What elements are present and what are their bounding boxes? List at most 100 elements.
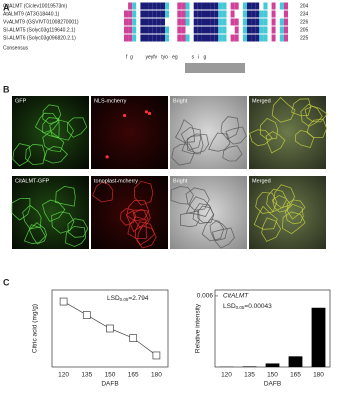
residue-block bbox=[288, 34, 293, 42]
residue-block bbox=[218, 18, 223, 26]
residue-block bbox=[177, 26, 182, 34]
residue-block bbox=[124, 18, 129, 26]
residue-block bbox=[148, 26, 153, 34]
residue-block bbox=[255, 10, 260, 18]
cell-outline bbox=[179, 210, 200, 228]
sequence-end: 204 bbox=[300, 3, 309, 9]
residue-block bbox=[181, 2, 186, 10]
residue-block bbox=[148, 2, 153, 10]
image-label: Merged bbox=[252, 178, 271, 184]
marker bbox=[152, 351, 161, 360]
cell-outline bbox=[208, 132, 231, 152]
residue-block bbox=[288, 2, 293, 10]
micrograph bbox=[91, 96, 168, 169]
residue-block bbox=[173, 34, 178, 42]
cell-outline bbox=[271, 194, 292, 213]
cell-outline bbox=[185, 187, 210, 211]
residue-block bbox=[193, 18, 198, 26]
image-label: tonoplast-mcherry bbox=[94, 178, 138, 184]
residue-block bbox=[173, 10, 178, 18]
residue-block bbox=[230, 18, 235, 26]
x-tick-label: 165 bbox=[290, 372, 301, 379]
residue-block bbox=[201, 34, 206, 42]
residue-block bbox=[169, 2, 174, 10]
residue-block bbox=[279, 26, 284, 34]
residue-block bbox=[201, 18, 206, 26]
micrograph bbox=[170, 96, 247, 169]
cell-outline bbox=[55, 185, 76, 207]
residue-block bbox=[165, 34, 170, 42]
residue-block bbox=[210, 2, 215, 10]
cell-outline bbox=[42, 199, 66, 222]
residue-block bbox=[201, 10, 206, 18]
residue-block bbox=[177, 18, 182, 26]
residue-block bbox=[218, 2, 223, 10]
residue-block bbox=[144, 2, 149, 10]
residue-block bbox=[132, 34, 137, 42]
residue-block bbox=[218, 26, 223, 34]
residue-block bbox=[230, 26, 235, 34]
micrograph bbox=[249, 96, 326, 169]
cell-outline bbox=[65, 226, 87, 247]
residue-block bbox=[189, 2, 194, 10]
residue-block bbox=[222, 10, 227, 18]
image-label: NLS-mcherry bbox=[94, 98, 127, 104]
x-tick-label: 135 bbox=[244, 372, 255, 379]
residue-block bbox=[177, 2, 182, 10]
image-label: Bright bbox=[173, 178, 188, 184]
sequence-end: 225 bbox=[300, 35, 309, 41]
residue-block bbox=[242, 34, 247, 42]
residue-block bbox=[144, 18, 149, 26]
residue-block bbox=[271, 2, 276, 10]
residue-block bbox=[242, 26, 247, 34]
residue-block bbox=[279, 10, 284, 18]
micrograph bbox=[12, 176, 89, 249]
cell-outline bbox=[294, 129, 315, 148]
residue-block bbox=[263, 10, 268, 18]
residue-block bbox=[279, 2, 284, 10]
residue-block bbox=[128, 34, 133, 42]
residue-block bbox=[193, 34, 198, 42]
residue-block bbox=[144, 34, 149, 42]
residue-block bbox=[283, 18, 288, 26]
bar bbox=[265, 363, 280, 367]
cell-outline bbox=[29, 222, 47, 245]
x-tick-label: 150 bbox=[105, 372, 116, 379]
cell-outline bbox=[137, 225, 157, 249]
residue-block bbox=[234, 26, 239, 34]
residue-block bbox=[197, 34, 202, 42]
annotation: LSD0.05=2.794 bbox=[107, 295, 149, 302]
sequence-end: 234 bbox=[300, 11, 309, 17]
cell-outline bbox=[265, 131, 286, 154]
residue-block bbox=[247, 26, 252, 34]
residue-block bbox=[193, 2, 198, 10]
residue-block bbox=[140, 2, 145, 10]
cell-outline bbox=[92, 181, 114, 203]
residue-block bbox=[247, 10, 252, 18]
residue-block bbox=[267, 10, 272, 18]
residue-block bbox=[206, 10, 211, 18]
residue-block bbox=[173, 2, 178, 10]
panel-label: A bbox=[3, 2, 10, 12]
micrograph bbox=[12, 96, 89, 169]
residue-block bbox=[234, 10, 239, 18]
residue-block bbox=[288, 26, 293, 34]
residue-block bbox=[136, 18, 141, 26]
residue-block bbox=[169, 34, 174, 42]
residue-block bbox=[263, 18, 268, 26]
residue-block bbox=[206, 26, 211, 34]
residue-block bbox=[267, 34, 272, 42]
x-axis-label: DAFB bbox=[264, 381, 281, 388]
residue-block bbox=[124, 2, 129, 10]
sequence-name: AtALMT9 (AT3G18440.1) bbox=[3, 11, 60, 17]
residue-block bbox=[156, 10, 161, 18]
annotation-part: LSD bbox=[223, 303, 236, 310]
marker bbox=[82, 311, 91, 319]
annotation-part: 0.05 bbox=[120, 297, 129, 302]
residue-block bbox=[160, 10, 165, 18]
residue-block bbox=[169, 18, 174, 26]
residue-block bbox=[210, 26, 215, 34]
cell-outline bbox=[125, 209, 149, 233]
residue-block bbox=[165, 26, 170, 34]
residue-block bbox=[259, 18, 264, 26]
